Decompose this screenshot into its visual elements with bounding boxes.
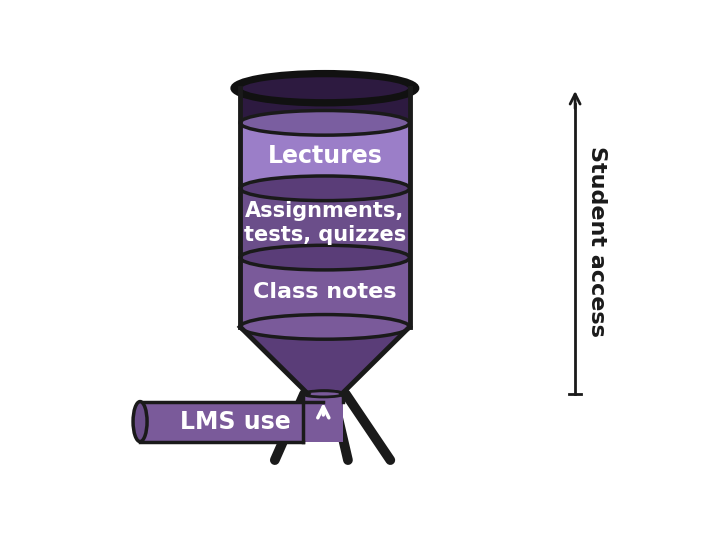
Polygon shape [240,88,409,123]
Text: Class notes: Class notes [253,282,397,302]
Ellipse shape [240,315,409,339]
Polygon shape [304,391,343,442]
Ellipse shape [240,110,409,135]
Polygon shape [140,401,323,442]
Ellipse shape [232,72,417,105]
Text: Lectures: Lectures [268,144,383,168]
Ellipse shape [240,176,409,200]
Polygon shape [240,258,409,327]
Text: Assignments,
tests, quizzes: Assignments, tests, quizzes [244,202,406,244]
Ellipse shape [308,391,342,397]
Text: LMS use: LMS use [180,410,291,434]
Text: Student access: Student access [587,146,606,337]
Ellipse shape [240,76,409,101]
Ellipse shape [133,401,147,442]
Polygon shape [304,401,323,442]
Ellipse shape [304,391,343,397]
Polygon shape [240,188,409,258]
Ellipse shape [240,245,409,270]
Polygon shape [240,123,409,188]
Polygon shape [240,327,409,394]
